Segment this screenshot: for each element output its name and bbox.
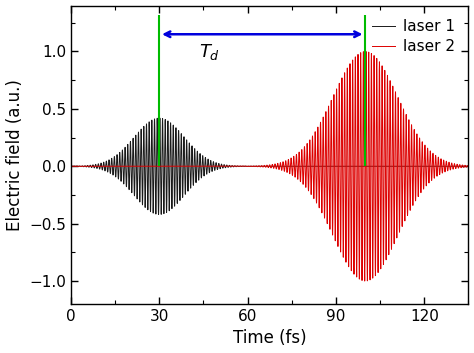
laser 1	[322, 164, 328, 168]
laser 2	[413, 153, 419, 157]
laser 1	[465, 164, 471, 168]
laser 1	[460, 164, 466, 168]
laser 2	[68, 164, 73, 168]
laser 2	[363, 49, 369, 54]
X-axis label: Time (fs): Time (fs)	[233, 329, 307, 347]
Line: laser 2: laser 2	[71, 52, 468, 281]
laser 1	[247, 164, 253, 168]
laser 1	[425, 164, 430, 168]
laser 2	[425, 148, 430, 152]
laser 2	[460, 164, 466, 168]
laser 2	[247, 164, 253, 169]
Y-axis label: Electric field (a.u.): Electric field (a.u.)	[6, 79, 24, 231]
laser 2	[322, 216, 328, 220]
Text: $T_d$: $T_d$	[199, 42, 220, 62]
laser 1	[68, 164, 73, 168]
laser 2	[465, 163, 470, 168]
laser 1	[465, 164, 470, 168]
laser 2	[362, 279, 367, 283]
laser 1	[157, 116, 163, 120]
Line: laser 1: laser 1	[71, 118, 468, 215]
laser 1	[413, 164, 419, 168]
laser 2	[465, 164, 471, 168]
laser 1	[155, 213, 161, 217]
Legend: laser 1, laser 2: laser 1, laser 2	[366, 13, 461, 60]
